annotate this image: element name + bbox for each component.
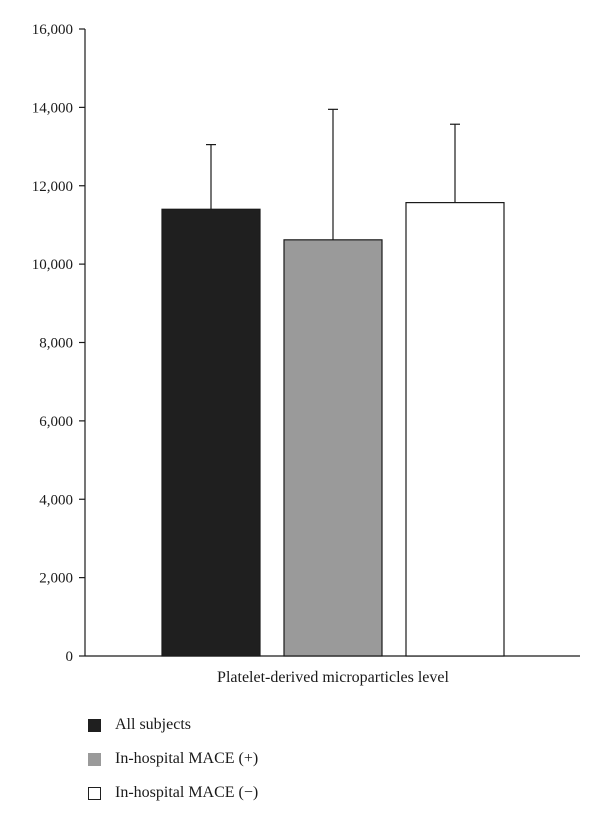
y-tick-label: 10,000 <box>32 257 73 273</box>
error-bars <box>206 108 460 240</box>
legend-item-all-subjects: All subjects <box>88 708 258 742</box>
bar-chart: 0 2,000 4,000 6,000 8,000 10,000 12,000 14,000 1… <box>32 22 580 686</box>
y-tick-label: 12,000 <box>32 179 73 195</box>
legend-label-mace-positive: In-hospital MACE (+) <box>115 750 259 767</box>
legend-swatch-all-subjects <box>88 718 101 732</box>
y-ticks: 0 2,000 4,000 6,000 8,000 10,000 12,000 14,000 1… <box>32 22 85 665</box>
x-category-label: Platelet-derived microparticles level <box>217 669 449 686</box>
legend-item-mace-positive: In-hospital MACE (+) <box>88 742 258 776</box>
legend: All subjects In-hospital MACE (+) In-hos… <box>88 708 258 810</box>
y-tick-label: 0 <box>66 649 74 665</box>
y-tick-label: 2,000 <box>39 571 73 587</box>
bar-all-subjects <box>161 208 261 657</box>
bar-mace-negative <box>405 202 505 657</box>
legend-label-mace-negative: In-hospital MACE (−) <box>115 784 259 801</box>
y-tick-label: 4,000 <box>39 492 73 508</box>
legend-swatch-mace-positive <box>88 752 101 766</box>
y-tick-label: 16,000 <box>32 22 73 38</box>
bars <box>161 202 505 657</box>
legend-label-all-subjects: All subjects <box>115 716 191 733</box>
bar-mace-positive <box>283 239 383 657</box>
legend-swatch-mace-negative <box>88 786 101 800</box>
legend-item-mace-negative: In-hospital MACE (−) <box>88 776 258 810</box>
y-tick-label: 14,000 <box>32 100 73 116</box>
y-tick-label: 8,000 <box>39 336 73 352</box>
y-tick-label: 6,000 <box>39 414 73 430</box>
